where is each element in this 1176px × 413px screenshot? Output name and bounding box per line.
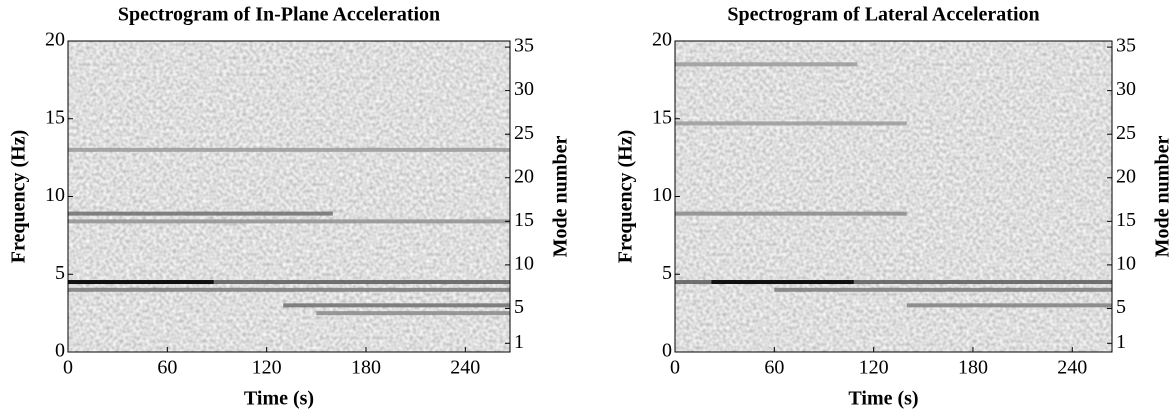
spectral-band [906, 303, 1112, 308]
y-tick-label: 15 [652, 106, 672, 128]
spectral-band [675, 121, 907, 126]
spectral-band [774, 287, 1112, 292]
y-tick-label: 0 [55, 340, 65, 362]
spectral-band [675, 211, 907, 216]
y2-tick-label: 30 [1116, 78, 1136, 100]
x-tick-label: 240 [1057, 357, 1087, 379]
y2-tick-label: 5 [514, 296, 524, 318]
spectral-band [68, 219, 510, 224]
x-tick-label: 120 [859, 357, 889, 379]
spectral-band [68, 287, 510, 292]
y2-tick-label: 35 [1116, 35, 1136, 57]
y2-tick-label: 10 [514, 252, 534, 274]
y-tick-label: 0 [662, 340, 672, 362]
y2-tick-label: 25 [514, 122, 534, 144]
spectral-band [68, 147, 510, 152]
y2-tick-label: 15 [1116, 209, 1136, 231]
y-tick-label: 20 [45, 29, 65, 51]
chart-title: Spectrogram of Lateral Acceleration [727, 4, 1039, 26]
y-tick-label: 5 [662, 262, 672, 284]
x-tick-label: 240 [450, 357, 480, 379]
y2-tick-label: 15 [514, 209, 534, 231]
x-axis-label: Time (s) [244, 388, 314, 410]
spectral-band [711, 280, 854, 285]
spectral-band [675, 62, 858, 67]
x-tick-label: 180 [351, 357, 381, 379]
spectral-band [68, 280, 510, 285]
y-tick-label: 15 [45, 106, 65, 128]
x-tick-label: 0 [670, 357, 680, 379]
spectral-band [68, 280, 214, 285]
y2-tick-label: 25 [1116, 122, 1136, 144]
y2-tick-label: 10 [1116, 252, 1136, 274]
y-axis-label: Frequency (Hz) [615, 130, 637, 264]
y-tick-label: 10 [45, 184, 65, 206]
spectral-band [283, 303, 510, 308]
y2-tick-label: 1 [1116, 331, 1126, 353]
y-tick-label: 5 [55, 262, 65, 284]
y2-axis-label: Mode number [1152, 136, 1174, 258]
spectrogram-background [68, 41, 510, 352]
y2-tick-label: 20 [1116, 165, 1136, 187]
chart-title: Spectrogram of In-Plane Acceleration [118, 4, 440, 26]
x-tick-label: 120 [252, 357, 282, 379]
x-tick-label: 180 [958, 357, 988, 379]
y-tick-label: 10 [652, 184, 672, 206]
y2-tick-label: 1 [514, 331, 524, 353]
y2-tick-label: 5 [1116, 296, 1126, 318]
y2-tick-label: 35 [514, 35, 534, 57]
spectral-band [68, 211, 333, 216]
y-axis-label: Frequency (Hz) [8, 130, 30, 264]
y2-axis-label: Mode number [550, 136, 572, 258]
y-tick-label: 20 [652, 29, 672, 51]
x-tick-label: 60 [157, 357, 177, 379]
spectrogram-background [675, 41, 1112, 352]
y2-tick-label: 20 [514, 165, 534, 187]
spectral-band [675, 280, 1112, 285]
x-tick-label: 0 [63, 357, 73, 379]
x-axis-label: Time (s) [848, 388, 918, 410]
x-tick-label: 60 [764, 357, 784, 379]
spectral-band [316, 311, 510, 316]
y2-tick-label: 30 [514, 78, 534, 100]
